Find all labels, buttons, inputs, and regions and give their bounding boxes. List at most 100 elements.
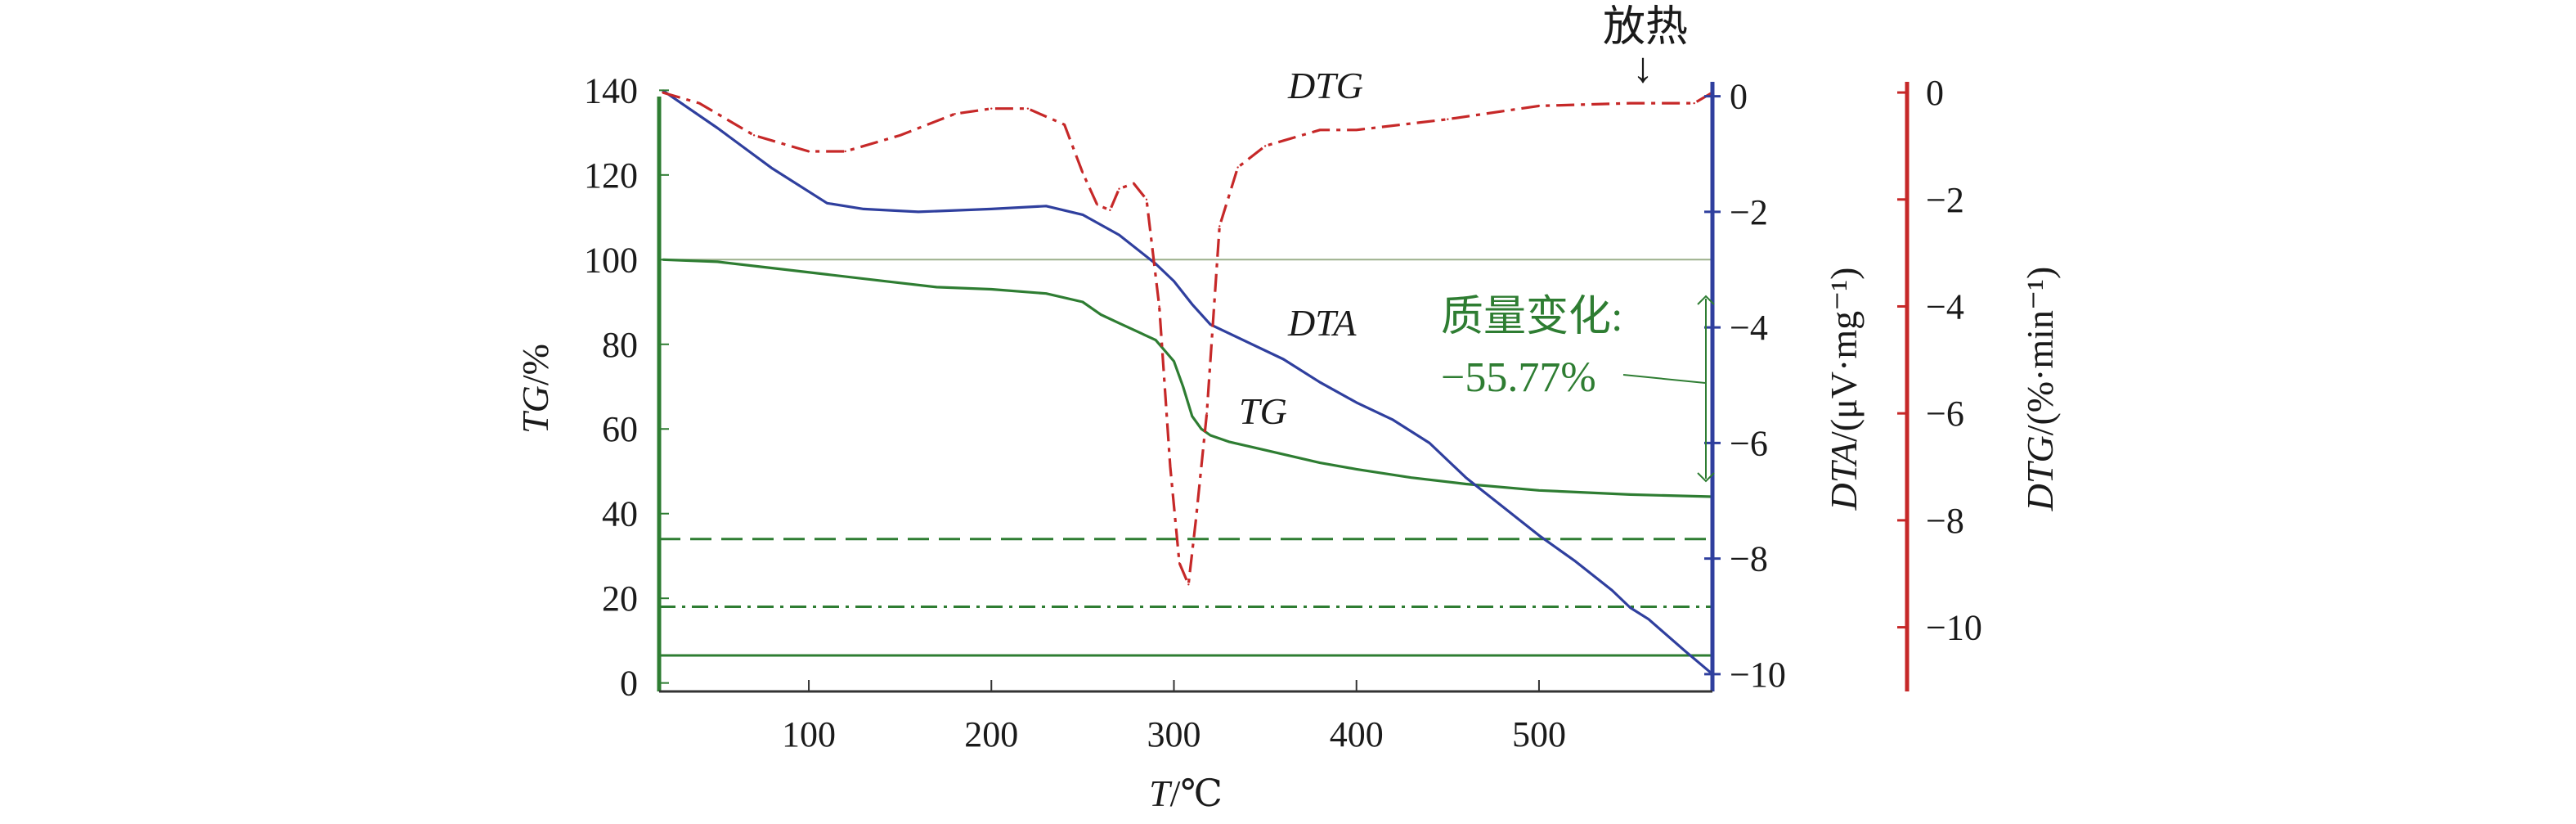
dtg-point	[1537, 105, 1541, 107]
dtg-point	[1187, 583, 1190, 586]
dtg-point	[990, 107, 993, 110]
dtg-point	[698, 101, 701, 105]
x-axis-title: T/℃	[1149, 772, 1223, 814]
tg-point	[1355, 468, 1358, 471]
tg-point	[1227, 440, 1230, 443]
dtg-point	[899, 134, 901, 137]
tg-point	[1154, 339, 1157, 341]
x-tick-label: 500	[1512, 714, 1566, 754]
tg-point	[1173, 360, 1175, 362]
tg-point	[1191, 415, 1194, 417]
tg-point	[1045, 292, 1048, 295]
dtg-point	[1195, 519, 1197, 522]
dta-point	[771, 167, 774, 170]
tg-tick-label: 40	[602, 494, 638, 534]
tg-tick-label: 120	[584, 155, 638, 196]
exotherm-arrow: ↓	[1632, 45, 1654, 92]
tg-point	[1465, 483, 1467, 485]
dta-point	[1428, 442, 1431, 444]
dtg-point	[1169, 466, 1172, 468]
dtg-point	[1158, 305, 1160, 308]
dta-point	[1629, 606, 1631, 609]
dta-tick-label: −2	[1730, 192, 1768, 232]
dtg-point	[1145, 198, 1148, 200]
dtg-point	[1218, 225, 1221, 227]
dtg-point	[1063, 124, 1066, 126]
dta-tick-label: −4	[1730, 308, 1768, 348]
dta-point	[1465, 476, 1467, 479]
tg-point	[1209, 434, 1212, 437]
dtg-point	[1355, 128, 1358, 132]
dta-point	[1647, 618, 1650, 620]
tg-point	[1410, 476, 1412, 479]
dtg-point	[752, 134, 756, 137]
dtg-point	[1205, 412, 1208, 415]
dta-point	[1574, 560, 1577, 563]
series-group	[662, 89, 1714, 676]
tg-point	[1136, 331, 1139, 333]
tg-point	[1318, 462, 1322, 464]
tg-point	[1118, 322, 1120, 325]
x-tick-label: 100	[782, 714, 836, 754]
dtg-point	[1178, 561, 1181, 565]
dta-point	[1355, 401, 1358, 404]
dtg-tick-label: 0	[1926, 73, 1944, 113]
dtg-tick-label: −6	[1926, 394, 1964, 434]
dta-point	[1684, 650, 1686, 652]
dtg-point	[1263, 145, 1267, 147]
dtg-point	[1081, 171, 1084, 174]
tg-point	[1263, 448, 1267, 452]
dtg-series-label: DTG	[1287, 65, 1363, 106]
dtg-series-line	[662, 91, 1713, 586]
dta-point	[826, 202, 828, 205]
mass-change-value: −55.77%	[1441, 354, 1596, 401]
dta-point	[990, 208, 993, 210]
dta-point	[1173, 280, 1175, 282]
tg-tick-label: 100	[584, 240, 638, 280]
dtg-axis-title: DTG/(%·min⁻¹)	[2019, 267, 2061, 512]
dtg-point	[954, 113, 956, 115]
tg-point	[936, 286, 938, 289]
dta-series-label: DTA	[1287, 302, 1357, 344]
dta-tick-label: −8	[1730, 539, 1768, 579]
mass-change-bracket	[1697, 295, 1715, 483]
axes-group: 100 200 300 400 500 T/℃ 0 20 40 60 80 100 120 140 TG/%…	[514, 70, 2061, 814]
dtg-point	[1447, 118, 1449, 120]
dta-point	[1392, 418, 1394, 421]
dta-tick-label: −10	[1730, 655, 1786, 695]
dtg-point	[662, 91, 664, 94]
dta-point	[1245, 340, 1248, 343]
tg-point	[1081, 300, 1084, 304]
tg-tick-label: 20	[602, 579, 638, 619]
dtg-point	[807, 150, 810, 153]
tg-axis-title: TG/%	[514, 344, 556, 434]
dta-tick-label: −6	[1730, 423, 1768, 463]
dtg-point	[844, 150, 846, 153]
tg-point	[826, 273, 828, 276]
dta-point	[1045, 205, 1048, 208]
dtg-point	[1318, 128, 1322, 132]
dta-point	[1318, 381, 1322, 384]
dtg-point	[1118, 187, 1120, 190]
tg-point	[1200, 428, 1203, 430]
dta-point	[1081, 214, 1084, 216]
tg-point	[1182, 385, 1184, 388]
dtg-point	[1026, 107, 1030, 110]
tg-tick-label: 0	[620, 664, 638, 704]
dta-point	[1537, 534, 1541, 537]
tg-series-label: TG	[1239, 390, 1287, 432]
dtg-tick-label: −8	[1926, 501, 1964, 541]
tg-point	[990, 288, 993, 290]
x-tick-label: 200	[964, 714, 1018, 754]
exotherm-label: 放热	[1603, 4, 1688, 51]
dta-point	[1191, 303, 1194, 306]
reference-lines	[659, 259, 1712, 657]
dta-point	[1611, 589, 1613, 592]
x-tick-label: 300	[1147, 714, 1200, 754]
dtg-point	[1109, 209, 1111, 212]
dta-point	[1282, 358, 1285, 361]
dtg-tick-label: −2	[1926, 180, 1964, 220]
dta-point	[716, 127, 719, 129]
dtg-point	[1096, 204, 1098, 206]
